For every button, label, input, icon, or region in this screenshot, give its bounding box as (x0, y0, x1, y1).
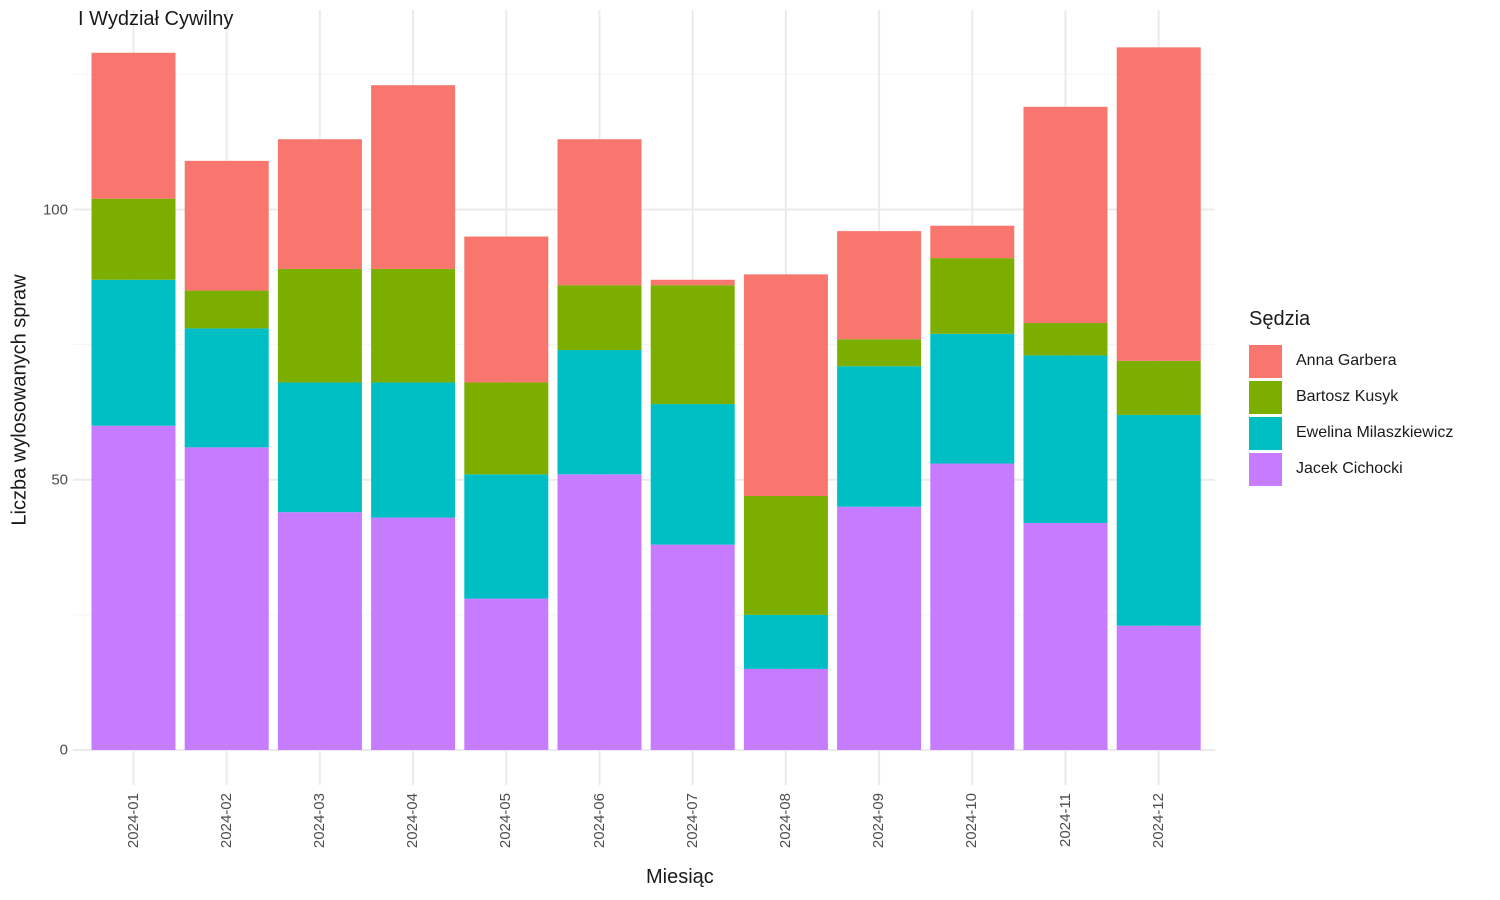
bar-segment (184, 290, 269, 329)
legend-item: Anna Garbera (1249, 343, 1453, 379)
bar-segment (557, 474, 642, 750)
bar-segment (837, 366, 922, 507)
bar-segment (930, 333, 1015, 464)
x-tick-label: 2024-01 (124, 793, 142, 849)
bar-segment (930, 463, 1015, 750)
bar-segment (1023, 355, 1108, 523)
legend: Sędzia Anna Garbera Bartosz Kusyk Ewelina … (1249, 308, 1453, 487)
bar-segment (1116, 414, 1201, 626)
bar-segment (184, 160, 269, 291)
legend-items: Anna Garbera Bartosz Kusyk Ewelina Milaszk… (1249, 343, 1453, 487)
x-tick-label: 2024-09 (870, 793, 888, 849)
bar-segment (930, 225, 1015, 259)
bar-segment (1116, 625, 1201, 750)
bar-segment (650, 404, 735, 545)
legend-key (1249, 380, 1282, 414)
legend-item: Jacek Cichocki (1249, 451, 1453, 487)
legend-item: Bartosz Kusyk (1249, 379, 1453, 415)
legend-label: Jacek Cichocki (1296, 460, 1403, 477)
bar-segment (371, 85, 456, 269)
bar-segment (184, 447, 269, 750)
bar-segment (743, 274, 828, 496)
bar-segment (650, 279, 735, 286)
x-tick-label: 2024-12 (1149, 793, 1167, 849)
x-tick-label: 2024-11 (1056, 793, 1074, 847)
y-tick-label: 50 (51, 471, 68, 489)
bar-segment (743, 668, 828, 750)
x-tick-label: 2024-05 (497, 793, 515, 849)
bar-segment (371, 268, 456, 383)
bar-segment (837, 506, 922, 750)
bar-segment (650, 544, 735, 750)
bar-segment (277, 139, 362, 269)
y-tick-label: 0 (59, 741, 68, 759)
bar-segment (184, 328, 269, 448)
x-tick-label: 2024-08 (776, 793, 794, 849)
x-axis-label: Miesiąc (646, 866, 714, 888)
bar-segment (91, 52, 176, 199)
bar-segment (1023, 106, 1108, 324)
legend-key (1249, 344, 1282, 378)
bar-segment (371, 382, 456, 518)
legend-key (1249, 452, 1282, 486)
bar-segment (743, 614, 828, 669)
bar-segment (277, 268, 362, 383)
x-tick-label: 2024-10 (963, 793, 981, 849)
bar-segment (1116, 47, 1201, 361)
legend-key (1249, 416, 1282, 450)
chart-title: I Wydział Cywilny (78, 8, 234, 30)
bar-segment (464, 236, 549, 383)
bar-segment (464, 382, 549, 475)
legend-label: Bartosz Kusyk (1296, 388, 1399, 405)
bar-segment (464, 598, 549, 750)
bar-segment (91, 425, 176, 750)
y-axis-label: Liczba wylosowanych spraw (8, 274, 31, 526)
bar-segment (277, 512, 362, 750)
x-tick-label: 2024-04 (404, 793, 422, 849)
bar-segment (1116, 360, 1201, 415)
legend-label: Ewelina Milaszkiewicz (1296, 424, 1454, 441)
bar-segment (91, 279, 176, 426)
bar-segment (277, 382, 362, 513)
bar-segment (650, 285, 735, 405)
bar-segment (557, 139, 642, 286)
bar-segment (930, 258, 1015, 334)
legend-item: Ewelina Milaszkiewicz (1249, 415, 1453, 451)
bar-segment (743, 495, 828, 615)
bar-segment (837, 339, 922, 367)
x-tick-label: 2024-07 (683, 793, 701, 849)
bar-segment (371, 517, 456, 750)
x-tick-label: 2024-02 (217, 793, 235, 849)
legend-title: Sędzia (1249, 308, 1311, 330)
bar-segment (1023, 323, 1108, 356)
y-tick-label: 100 (42, 201, 68, 218)
bar-segment (464, 474, 549, 599)
bar-segment (557, 285, 642, 351)
x-tick-label: 2024-06 (590, 793, 608, 849)
x-tick-label: 2024-03 (310, 793, 328, 849)
legend-label: Anna Garbera (1296, 352, 1397, 369)
bar-segment (91, 198, 176, 280)
bar-segment (837, 231, 922, 340)
bar-segment (1023, 522, 1108, 750)
bar-segment (557, 350, 642, 475)
